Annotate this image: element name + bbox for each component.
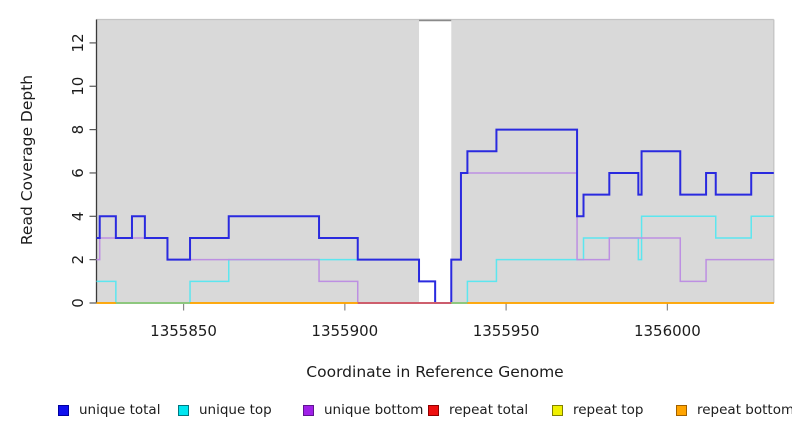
- y-tick-label: 8: [69, 125, 87, 135]
- x-tick-label: 1355900: [311, 322, 378, 340]
- x-tick-label: 1355950: [473, 322, 540, 340]
- coverage-gap: [419, 19, 452, 303]
- y-axis-title: Read Coverage Depth: [18, 74, 36, 246]
- y-tick-label: 0: [69, 298, 87, 308]
- x-tick-label: 1356000: [634, 322, 701, 340]
- y-tick-label: 4: [69, 212, 87, 222]
- y-tick-label: 2: [69, 255, 87, 265]
- y-tick-label: 12: [69, 33, 87, 52]
- x-tick-label: 1355850: [150, 322, 217, 340]
- series-unique-top: [96, 215, 774, 304]
- y-tick-label: 6: [69, 168, 87, 178]
- x-axis-title: Coordinate in Reference Genome: [306, 363, 564, 381]
- series-unique-total: [96, 128, 774, 304]
- y-tick-label: 10: [69, 77, 87, 96]
